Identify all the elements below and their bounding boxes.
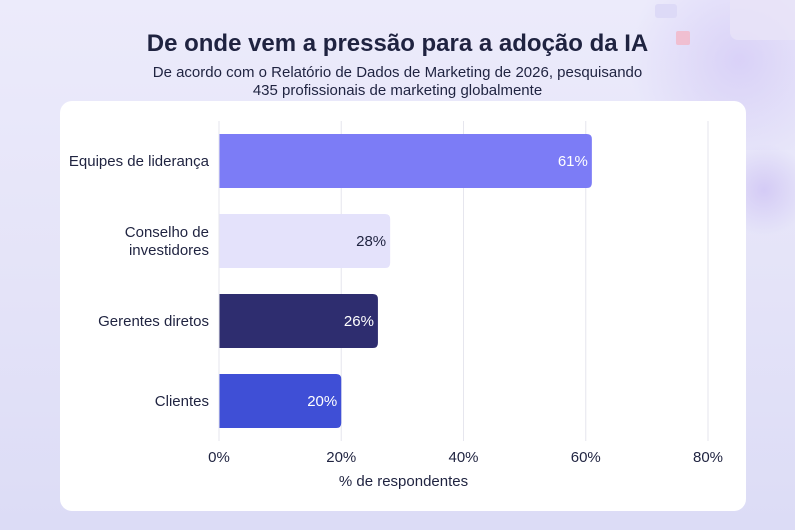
bar-value-label: 61%: [558, 153, 588, 170]
x-tick-label: 40%: [448, 449, 478, 466]
bar: [219, 214, 391, 268]
x-tick-label: 0%: [208, 449, 230, 466]
x-tick-label: 80%: [693, 449, 723, 466]
category-label: Clientes: [155, 393, 209, 410]
page-title: De onde vem a pressão para a adoção da I…: [146, 30, 649, 57]
category-label-line: Clientes: [155, 393, 209, 410]
category-label: Equipes de liderança: [69, 153, 210, 170]
page-subtitle: De acordo com o Relatório de Dados de Ma…: [0, 64, 795, 100]
bar-value-label: 20%: [307, 393, 337, 410]
subtitle-line: De acordo com o Relatório de Dados de Ma…: [152, 64, 643, 81]
decorative-shape: [655, 4, 677, 18]
category-label: Gerentes diretos: [98, 313, 209, 330]
category-label: Conselho de investidores: [125, 224, 209, 259]
category-label-line: Gerentes diretos: [98, 313, 209, 330]
x-axis-label: % de respondentes: [339, 473, 468, 490]
x-tick-label: 20%: [326, 449, 356, 466]
chart-card: 0% 20% 40% 60% 80% % de respondentes 61% Equipe…: [60, 101, 746, 511]
subtitle-line: 435 profissionais de marketing globalmen…: [252, 82, 543, 99]
bar: [219, 134, 592, 188]
category-label-line: Equipes de liderança: [69, 153, 210, 170]
category-label-line: investidores: [129, 242, 209, 259]
decorative-glow: [746, 140, 795, 240]
x-tick-label: 60%: [571, 449, 601, 466]
bar: [219, 374, 342, 428]
bar: [219, 294, 378, 348]
bar-value-label: 26%: [344, 313, 374, 330]
bar-chart: 0% 20% 40% 60% 80% % de respondentes 61% Equipe…: [69, 121, 723, 490]
bar-value-label: 28%: [356, 233, 386, 250]
category-label-line: Conselho de: [125, 224, 209, 241]
